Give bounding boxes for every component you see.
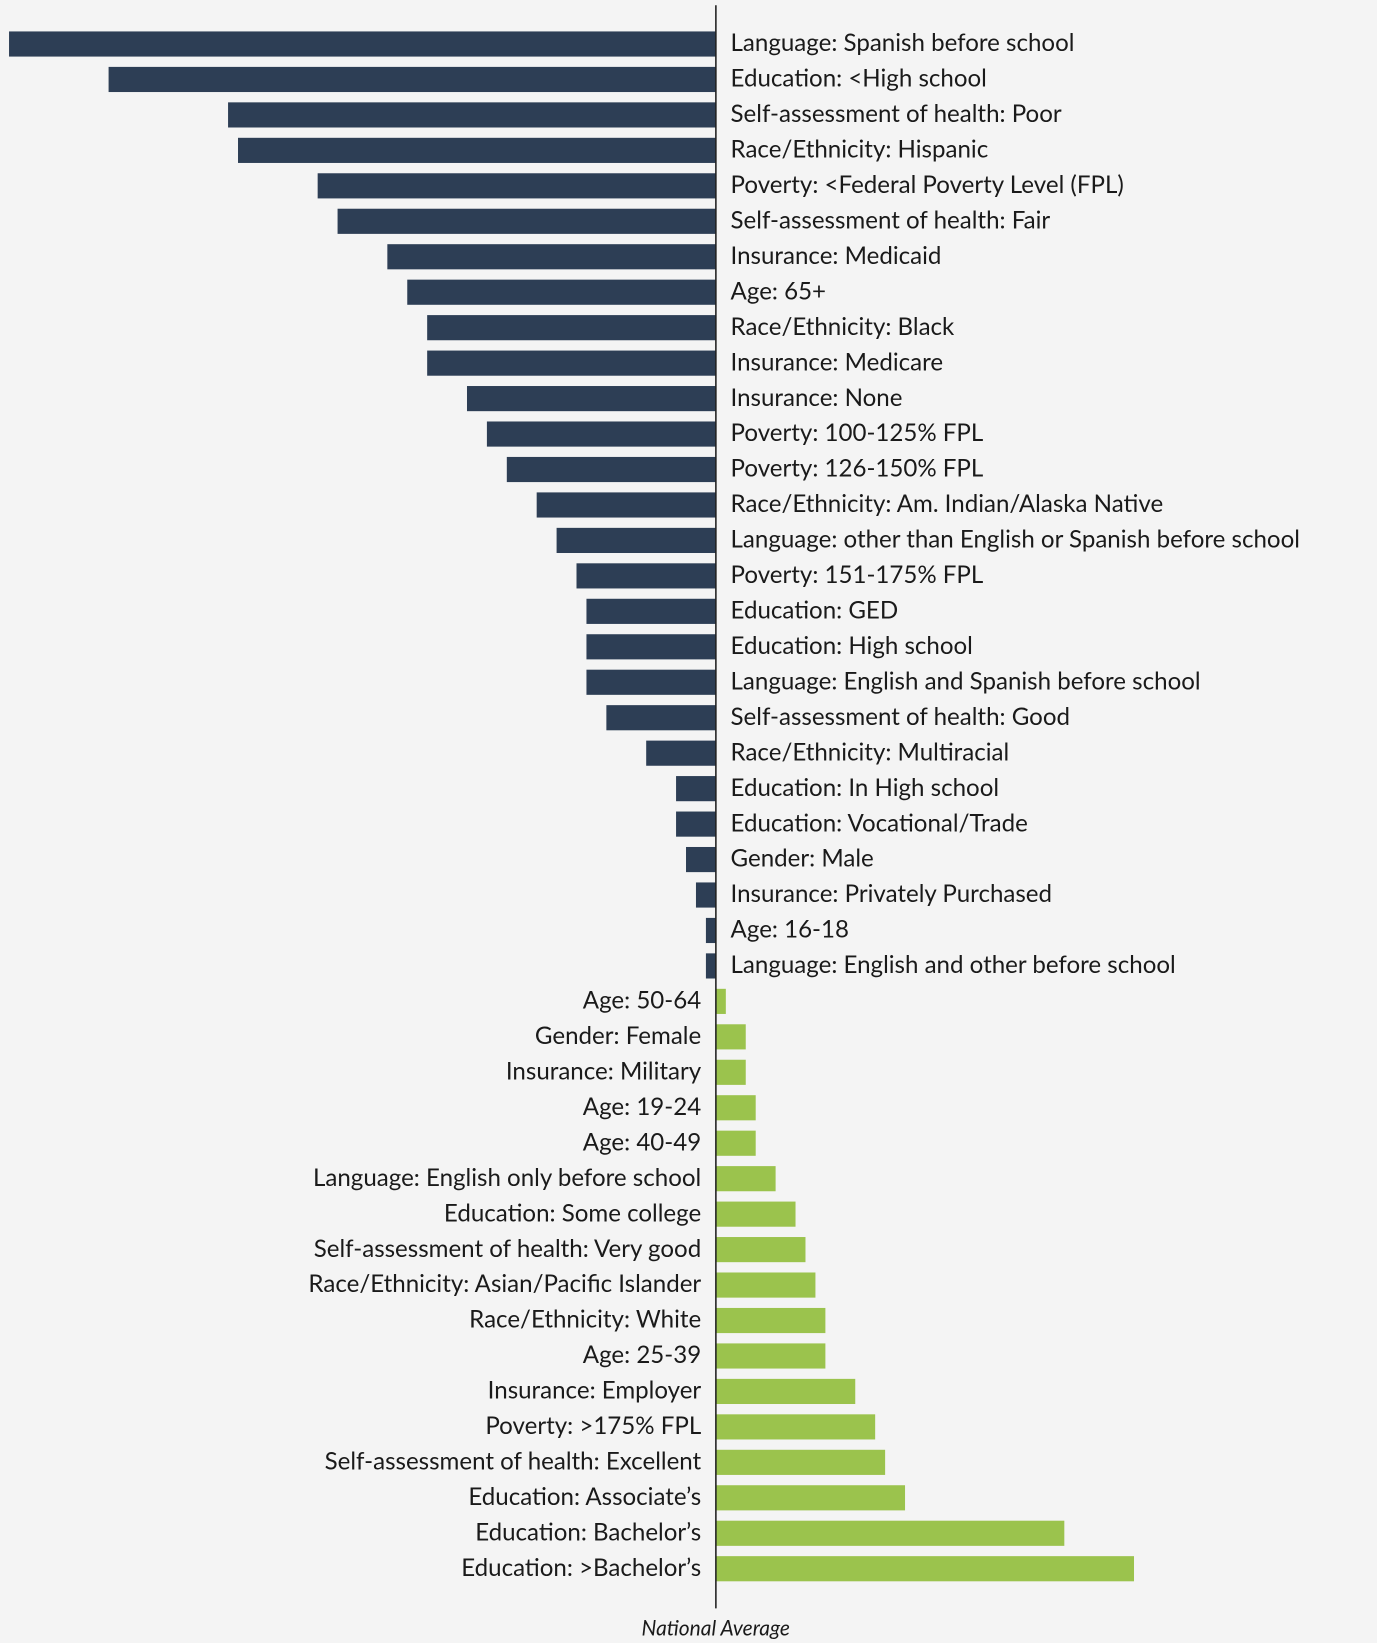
bar	[238, 137, 716, 163]
bar	[606, 705, 716, 731]
category-label: Language: English only before school	[313, 1163, 701, 1192]
category-label: Age: 65+	[731, 276, 826, 305]
bar	[715, 1343, 826, 1369]
category-label: Gender: Male	[731, 844, 874, 873]
bar	[427, 350, 716, 376]
bar	[715, 1520, 1065, 1546]
bar	[9, 31, 716, 57]
category-label: Education: GED	[731, 596, 899, 625]
category-label: Poverty: 151-175% FPL	[731, 560, 984, 589]
bar	[506, 456, 716, 483]
category-label: Race/Ethnicity: Hispanic	[731, 135, 989, 164]
category-label: Education: Associate’s	[468, 1482, 701, 1511]
category-label: Language: other than English or Spanish …	[731, 525, 1300, 554]
category-label: Self-assessment of health: Poor	[731, 99, 1062, 128]
bar	[715, 1130, 756, 1156]
bar	[536, 492, 716, 518]
bar	[695, 882, 716, 908]
bar	[686, 846, 716, 873]
bar	[407, 279, 716, 305]
bar	[715, 1414, 876, 1440]
bar	[337, 208, 716, 234]
category-label: Language: English and Spanish before sch…	[731, 666, 1201, 695]
category-label: Poverty: 126-150% FPL	[731, 454, 984, 483]
category-label: Age: 25-39	[583, 1340, 701, 1369]
bar	[715, 1378, 856, 1405]
category-label: Education: Vocational/Trade	[731, 808, 1028, 837]
bar	[466, 386, 716, 412]
category-label: Poverty: 100-125% FPL	[731, 418, 984, 447]
category-label: Insurance: None	[731, 383, 903, 412]
category-label: Insurance: Military	[506, 1056, 702, 1085]
bar	[715, 1237, 806, 1263]
category-label: Gender: Female	[535, 1021, 701, 1050]
axis-label: National Average	[642, 1616, 790, 1641]
category-label: Race/Ethnicity: Am. Indian/Alaska Native	[731, 489, 1164, 518]
category-label: Insurance: Privately Purchased	[731, 879, 1052, 908]
bar	[586, 634, 716, 660]
bar	[715, 1307, 826, 1334]
bar	[715, 1024, 746, 1050]
bar	[715, 1201, 796, 1227]
bar	[705, 953, 716, 979]
category-label: Education: In High school	[731, 773, 1000, 802]
category-label: Education: >Bachelor’s	[461, 1553, 701, 1582]
category-label: Education: Bachelor’s	[475, 1517, 701, 1546]
bar	[387, 244, 716, 270]
bar	[705, 917, 716, 944]
bar	[715, 1272, 816, 1298]
bar	[576, 563, 716, 589]
category-label: Race/Ethnicity: Black	[731, 312, 956, 341]
bar	[427, 315, 716, 341]
category-label: Poverty: <Federal Poverty Level (FPL)	[731, 170, 1124, 199]
category-label: Self-assessment of health: Excellent	[325, 1447, 702, 1476]
bar	[108, 66, 716, 93]
bar	[676, 776, 716, 802]
bar	[715, 1059, 746, 1085]
category-label: Race/Ethnicity: Multiracial	[731, 737, 1010, 766]
category-label: Race/Ethnicity: Asian/Pacific Islander	[308, 1269, 701, 1298]
category-label: Insurance: Medicare	[731, 347, 944, 376]
bar	[676, 811, 716, 837]
category-label: Education: <High school	[731, 64, 987, 93]
bar	[317, 173, 716, 199]
category-label: Language: English and other before schoo…	[731, 950, 1176, 979]
category-label: Education: Some college	[444, 1198, 701, 1227]
bar	[715, 1449, 886, 1475]
category-label: Age: 16-18	[731, 915, 849, 944]
category-label: Age: 19-24	[583, 1092, 701, 1121]
bar	[228, 102, 716, 128]
bar	[715, 1485, 906, 1511]
bar	[646, 740, 716, 766]
bar	[715, 1556, 1135, 1582]
category-label: Education: High school	[731, 631, 973, 660]
category-label: Insurance: Employer	[488, 1376, 702, 1405]
category-label: Age: 50-64	[583, 986, 701, 1015]
bar	[715, 988, 726, 1014]
category-label: Poverty: >175% FPL	[485, 1411, 701, 1440]
category-label: Language: Spanish before school	[731, 28, 1075, 57]
bar	[486, 421, 716, 447]
category-label: Race/Ethnicity: White	[469, 1305, 701, 1334]
bar	[586, 669, 716, 695]
category-label: Insurance: Medicaid	[731, 241, 942, 270]
bar	[586, 598, 716, 624]
bar	[715, 1095, 756, 1121]
bar	[556, 527, 716, 554]
category-label: Age: 40-49	[583, 1127, 701, 1156]
bar	[715, 1166, 776, 1192]
category-label: Self-assessment of health: Good	[731, 702, 1070, 731]
category-label: Self-assessment of health: Very good	[314, 1234, 701, 1263]
category-label: Self-assessment of health: Fair	[731, 205, 1051, 234]
